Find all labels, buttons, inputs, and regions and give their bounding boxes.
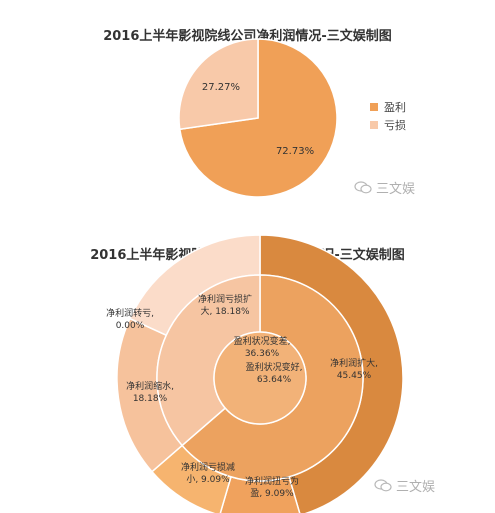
outer-ring-slice-1 [219,475,301,513]
profit-pie-legend: 盈利 亏损 [370,98,406,134]
outer-label-1: 净利润扭亏为 [245,475,299,487]
outer-label-0: 净利润扩大, [330,357,378,369]
inner-value-0: 63.64% [257,375,292,385]
outer-label-3: 净利润缩水, [126,380,174,392]
legend-item-profit: 盈利 [370,98,406,116]
legend-label-loss: 亏损 [384,119,406,132]
sunburst-center [213,331,307,425]
outer-label-2: 净利润亏损减 [181,461,235,473]
inner-label-0: 盈利状况变好, [246,361,303,373]
legend-swatch-profit [370,103,378,111]
outer-value-0: 45.45% [337,371,372,381]
inner-ring-slice-0 [181,274,364,482]
pie-data-label-1: 27.27% [202,82,240,93]
outer-ring-slice-2 [150,444,232,513]
legend-item-loss: 亏损 [370,116,406,134]
wechat-icon [354,181,372,194]
chart-title-change: 2016上半年影视院线公司净利润变动情况-三文娱制图 [90,248,405,263]
watermark-text: 三文娱 [396,480,436,495]
outer-label-4: 净利润转亏, [106,307,154,319]
legend-label-profit: 盈利 [384,101,406,114]
pie-slice-1 [178,38,259,131]
outer-value-3: 18.18% [133,394,168,404]
outer-value-4: 0.00% [116,321,145,331]
inner-label-1: 盈利状况变差, [234,335,291,347]
profit-pie-chart: 72.73% 27.27% [178,38,338,198]
outer-label-5: 净利润亏损扩 [198,293,252,305]
watermark-bottom: 三文娱 [374,476,435,495]
pie-data-label-0: 72.73% [276,146,314,157]
watermark-top: 三文娱 [354,178,415,197]
outer-value-2: 小, 9.09% [186,474,230,485]
inner-ring-slice-1 [156,274,261,447]
watermark-text: 三文娱 [376,182,416,197]
outer-ring-slice-3 [116,317,184,473]
outer-value-1: 盈, 9.09% [250,488,294,499]
outer-ring-slice-0 [259,234,404,513]
wechat-icon [374,479,392,492]
legend-swatch-loss [370,121,378,129]
chart-title-profit: 2016上半年影视院线公司净利润情况-三文娱制图 [103,29,392,44]
outer-value-5: 大, 18.18% [200,305,249,317]
inner-value-1: 36.36% [245,349,280,359]
